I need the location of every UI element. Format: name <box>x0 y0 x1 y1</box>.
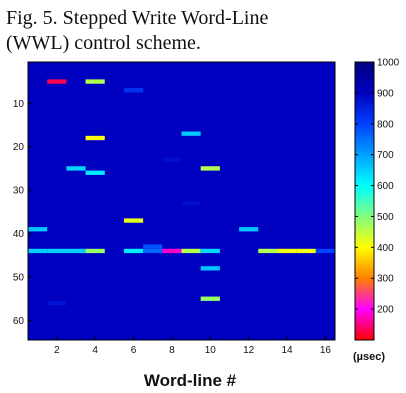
heatmap-cell <box>200 248 220 254</box>
x-tick-label: 4 <box>92 345 98 356</box>
heatmap-cell <box>66 166 86 171</box>
heatmap-cell <box>315 248 335 254</box>
plot-frame <box>27 61 336 341</box>
colorbar-tick-label: 400 <box>377 243 394 254</box>
heatmap-cell <box>85 79 105 84</box>
x-tick-label: 2 <box>54 345 60 356</box>
colorbar-tick-label: 700 <box>377 150 394 161</box>
colorbar <box>354 61 375 341</box>
heatmap-cell <box>181 201 201 206</box>
heatmap-cell <box>85 248 105 254</box>
colorbar-tick-label: 500 <box>377 212 394 223</box>
y-axis-ticks: 10 20 30 40 50 60 <box>13 99 32 327</box>
heatmap-cell <box>28 248 48 254</box>
heatmap-cell <box>277 248 297 254</box>
heatmap-cell <box>181 248 201 254</box>
colorbar-tick-label: 600 <box>377 181 394 192</box>
y-tick-label: 60 <box>13 316 25 327</box>
colorbar-tick-label: 300 <box>377 274 394 285</box>
heatmap-cell <box>66 248 86 254</box>
colorbar-tick-label: 800 <box>377 119 394 130</box>
colorbar-ticks: 200 300 400 500 600 700 800 900 1000 <box>355 58 400 316</box>
heatmap-cell <box>162 248 182 254</box>
x-tick-label: 6 <box>131 345 137 356</box>
heatmap-cell <box>239 227 259 232</box>
caption-line-2: (WWL) control scheme. <box>6 32 201 54</box>
heatmap-cell <box>123 248 144 254</box>
x-tick-label: 8 <box>169 345 175 356</box>
x-axis-ticks: 2 4 6 8 10 12 14 16 <box>54 336 331 356</box>
heatmap-cell <box>123 218 144 223</box>
y-tick-label: 50 <box>13 273 25 284</box>
x-axis-label: Word-line # <box>144 371 237 390</box>
y-tick-label: 40 <box>13 229 25 240</box>
heatmap-cell <box>143 244 163 249</box>
heatmap-cell <box>200 166 220 171</box>
heatmap-cell <box>28 227 48 232</box>
heatmap-cell <box>85 135 105 141</box>
heatmap-cell <box>200 296 220 301</box>
heatmap-cell <box>47 300 67 306</box>
x-tick-label: 16 <box>320 345 332 356</box>
heatmap-cells <box>28 79 335 306</box>
y-tick-label: 20 <box>13 142 25 153</box>
heatmap-cell <box>200 266 220 271</box>
caption-line-1: Fig. 5. Stepped Write Word-Line <box>6 7 269 29</box>
x-tick-label: 10 <box>205 345 217 356</box>
heatmap-cell <box>162 157 182 162</box>
heatmap-cell <box>47 79 67 84</box>
x-tick-label: 12 <box>243 345 255 356</box>
heatmap-cell <box>85 170 105 175</box>
y-tick-label: 30 <box>13 186 25 197</box>
colorbar-tick-label: 1000 <box>377 58 400 69</box>
colorbar-tick-label: 200 <box>377 305 394 316</box>
colorbar-unit-label: (µsec) <box>353 351 385 363</box>
heatmap-cell <box>296 248 316 254</box>
heatmap-cell <box>143 248 163 254</box>
heatmap-cell <box>258 248 278 254</box>
heatmap-cell <box>181 131 201 136</box>
heatmap-cell <box>123 88 144 93</box>
figure-caption: Fig. 5. Stepped Write Word-Line (WWL) co… <box>6 6 396 56</box>
y-tick-label: 10 <box>13 99 25 110</box>
colorbar-tick-label: 900 <box>377 88 394 99</box>
heatmap-cell <box>47 248 67 254</box>
x-tick-label: 14 <box>281 345 293 356</box>
